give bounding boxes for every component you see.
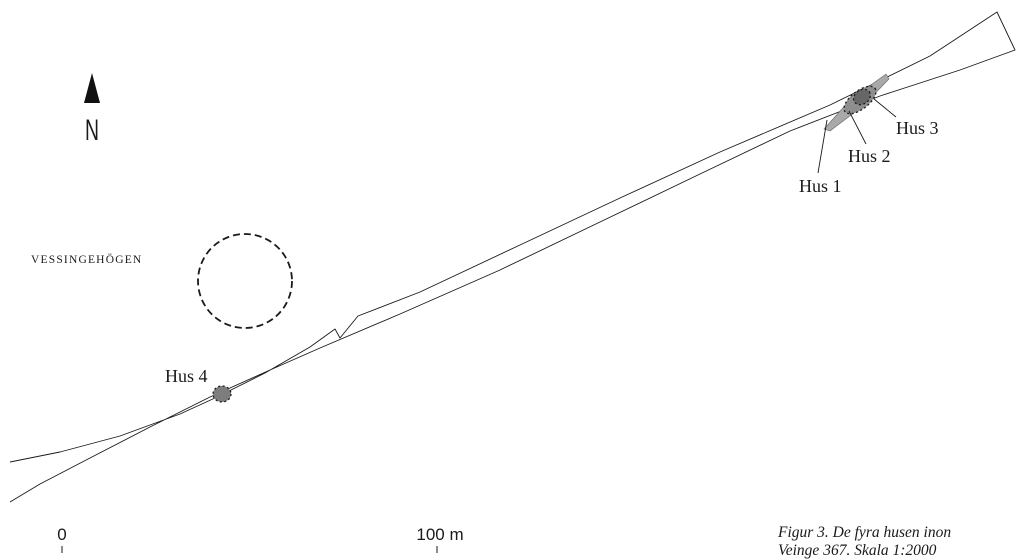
hus-2-label: Hus 2 [848,146,891,166]
figure-caption-line-2: Veinge 367. Skala 1:2000 [778,542,937,559]
north-arrow: N [84,73,100,147]
hus-1-label: Hus 1 [799,176,842,196]
vessingehogen-mound-circle [197,233,293,329]
hus-3-leader [873,98,897,118]
north-arrow-label: N [85,114,99,147]
vessingehogen-label: VESSINGEHÖGEN [31,252,142,266]
trench-outline [9,11,1016,503]
figure-caption: Figur 3. De fyra husen inon Veinge 367. … [778,524,1019,560]
hus-4-label: Hus 4 [165,366,208,386]
scale-bar-end-label: 100 m [416,525,463,544]
hus-4-footprint [212,385,232,403]
north-arrow-icon [84,73,100,103]
house-cluster [823,73,890,132]
figure-caption-line-1: Figur 3. De fyra husen inon [778,524,952,541]
hus-3-footprint [852,88,872,106]
hus-3-label: Hus 3 [896,118,939,138]
hus-2-leader [848,110,867,145]
scale-bar-start-label: 0 [57,525,66,544]
scale-bar: 0 100 m [57,525,464,553]
hus-1-leader [817,119,828,174]
